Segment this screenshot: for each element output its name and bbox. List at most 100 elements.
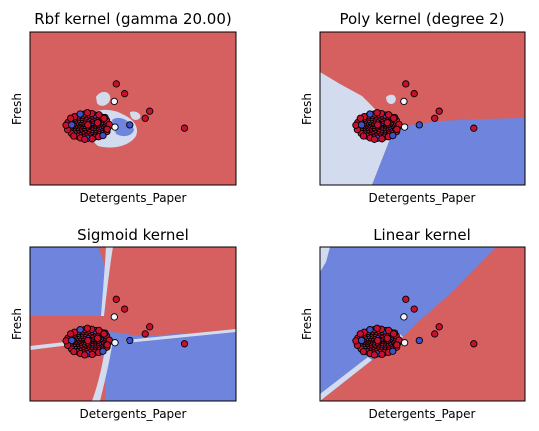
x-axis-label: Detergents_Paper bbox=[80, 407, 187, 421]
data-point bbox=[146, 323, 154, 331]
data-point bbox=[110, 97, 118, 106]
region-light-stripe bbox=[126, 329, 236, 343]
data-point bbox=[470, 340, 478, 348]
data-point bbox=[435, 107, 443, 115]
data-point bbox=[180, 340, 189, 348]
cluster-point bbox=[83, 324, 92, 332]
data-point bbox=[93, 334, 102, 342]
cluster-point bbox=[88, 350, 96, 359]
subplot-title: Linear kernel bbox=[373, 226, 471, 244]
cluster-point bbox=[76, 110, 84, 118]
data-point bbox=[120, 90, 129, 98]
x-axis-label: Detergents_Paper bbox=[369, 191, 476, 205]
y-axis-label: Fresh bbox=[10, 93, 24, 125]
cluster-point bbox=[81, 351, 89, 359]
data-point bbox=[435, 323, 443, 331]
cluster-point bbox=[95, 326, 103, 335]
cluster-point bbox=[359, 347, 368, 356]
data-point bbox=[126, 121, 134, 129]
cluster-point bbox=[389, 131, 397, 140]
data-point bbox=[84, 336, 92, 345]
data-point bbox=[410, 90, 418, 98]
data-point bbox=[112, 295, 120, 303]
cluster-point bbox=[356, 114, 364, 122]
cluster-point bbox=[99, 131, 107, 140]
subplot-rbf-kernel: Rbf kernel (gamma 20.00) Detergents_Pape… bbox=[10, 10, 237, 205]
scatter-points bbox=[62, 295, 189, 359]
data-point bbox=[112, 80, 120, 88]
cluster-point bbox=[81, 135, 89, 143]
region-light-stripe bbox=[320, 357, 372, 401]
cluster-point bbox=[373, 109, 381, 117]
data-point bbox=[410, 305, 418, 313]
subplot-sigmoid-kernel: Sigmoid kernel Detergents_Paper Fresh bbox=[10, 226, 237, 421]
data-point bbox=[431, 330, 439, 338]
cluster-point bbox=[356, 330, 364, 338]
data-point bbox=[390, 330, 398, 338]
data-point bbox=[415, 336, 423, 345]
cluster-point bbox=[76, 326, 84, 334]
data-point bbox=[400, 339, 409, 347]
data-point bbox=[357, 121, 366, 129]
cluster-point bbox=[370, 135, 379, 143]
cluster-point bbox=[99, 347, 107, 355]
axes-frame bbox=[319, 31, 526, 186]
data-point bbox=[357, 336, 366, 345]
subplot-title: Poly kernel (degree 2) bbox=[339, 10, 504, 28]
data-point bbox=[400, 97, 408, 106]
region-light-blob bbox=[96, 91, 111, 106]
data-point bbox=[84, 121, 92, 129]
data-point bbox=[374, 121, 382, 129]
subplot-linear-kernel: Linear kernel Detergents_Paper Fresh bbox=[300, 226, 526, 421]
cluster-point bbox=[66, 114, 75, 122]
cluster-point bbox=[70, 347, 78, 356]
data-point bbox=[68, 336, 76, 345]
data-point bbox=[431, 114, 439, 122]
scatter-points bbox=[352, 80, 478, 143]
cluster-point bbox=[366, 326, 374, 334]
axes-frame bbox=[319, 246, 526, 402]
data-point bbox=[100, 114, 108, 122]
x-axis-label: Detergents_Paper bbox=[80, 191, 187, 205]
data-point bbox=[146, 107, 154, 115]
data-point bbox=[120, 305, 129, 313]
data-point bbox=[400, 313, 408, 321]
cluster-point bbox=[95, 111, 103, 119]
decision-regions bbox=[30, 247, 236, 401]
data-point bbox=[402, 80, 410, 88]
region-light-stripe bbox=[101, 247, 113, 316]
data-point bbox=[383, 334, 391, 342]
axes-frame bbox=[29, 246, 237, 402]
data-point bbox=[393, 125, 401, 133]
subplot-title: Rbf kernel (gamma 20.00) bbox=[34, 10, 232, 28]
cluster-point bbox=[378, 350, 386, 359]
cluster-point bbox=[70, 132, 78, 140]
cluster-point bbox=[366, 110, 374, 118]
cluster-point bbox=[378, 135, 386, 143]
data-point bbox=[470, 124, 478, 132]
region-blue bbox=[372, 118, 525, 185]
region-blue bbox=[98, 330, 236, 401]
data-point bbox=[103, 125, 111, 133]
cluster-point bbox=[389, 347, 397, 355]
y-axis-label: Fresh bbox=[300, 93, 314, 125]
cluster-point bbox=[88, 135, 96, 143]
y-axis-label: Fresh bbox=[10, 308, 24, 340]
scatter-points bbox=[352, 295, 478, 359]
cluster-point bbox=[66, 330, 75, 338]
data-point bbox=[141, 330, 149, 338]
data-point bbox=[383, 119, 391, 127]
data-point bbox=[390, 114, 398, 122]
cluster-point bbox=[384, 111, 393, 119]
data-point bbox=[402, 295, 410, 303]
data-point bbox=[100, 330, 108, 338]
region-blue bbox=[30, 247, 107, 316]
data-point bbox=[141, 114, 149, 122]
decision-regions bbox=[320, 247, 525, 401]
subplot-poly-kernel: Poly kernel (degree 2) Detergents_Paper … bbox=[300, 10, 526, 205]
region-light-blob bbox=[130, 111, 141, 120]
decision-regions bbox=[320, 32, 525, 185]
cluster-point bbox=[373, 324, 381, 332]
data-point bbox=[110, 313, 118, 321]
